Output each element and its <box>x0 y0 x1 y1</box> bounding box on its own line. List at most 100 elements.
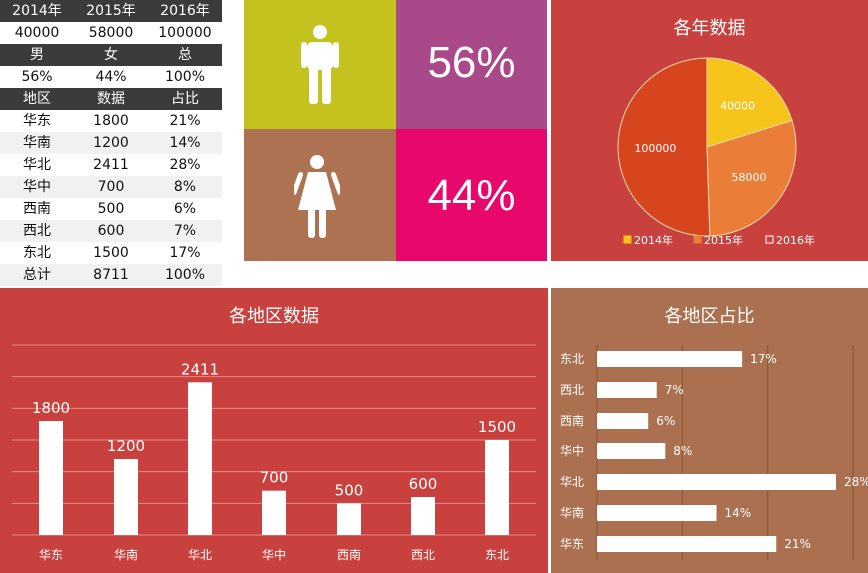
bar <box>39 421 63 535</box>
table-cell: 40000 <box>14 25 60 41</box>
bar-value-label: 1800 <box>32 399 70 417</box>
bar <box>411 497 435 535</box>
bar-category-label: 西北 <box>411 548 435 562</box>
pie-slice <box>617 57 711 237</box>
table-cell: 东北 <box>23 245 51 261</box>
bar <box>337 503 361 535</box>
legend-label: 2014年 <box>634 233 673 247</box>
table-cell: 华南 <box>23 135 51 151</box>
hbar-category-label: 华南 <box>560 505 584 520</box>
pie-slice <box>706 57 793 148</box>
pie-chart-title: 各年数据 <box>673 18 746 39</box>
pie-data-label: 58000 <box>732 171 767 184</box>
table-cell: 21% <box>169 113 201 129</box>
table-cell: 14% <box>169 135 201 151</box>
data-table: 2014年 2015年 2016年 40000 58000 100000 男 女 总 56% 44%… <box>0 0 222 286</box>
table-cell: 总计 <box>23 267 51 283</box>
bar-category-label: 东北 <box>485 548 509 562</box>
bar-value-label: 600 <box>409 475 438 493</box>
table-cell: 7% <box>173 223 197 239</box>
table-row: 华南 1200 14% <box>0 132 222 154</box>
male-person-icon <box>301 25 339 104</box>
table-cell: 华北 <box>23 157 51 173</box>
male-pct-tile: 56% <box>396 0 547 129</box>
hbar <box>597 413 649 429</box>
legend-swatch <box>693 235 702 244</box>
pie-data-label: 100000 <box>634 142 676 155</box>
table-cell: 女 <box>104 47 118 63</box>
pie-data-label: 40000 <box>720 99 755 112</box>
bar-category-label: 华北 <box>188 548 212 562</box>
bar-category-label: 华南 <box>114 547 138 562</box>
table-cell: 西北 <box>23 223 51 239</box>
table-row: 56% 44% 100% <box>0 66 222 88</box>
table-cell: 58000 <box>88 25 134 41</box>
female-icon-tile <box>244 129 396 261</box>
hbar-category-label: 华中 <box>560 443 584 458</box>
legend-swatch <box>623 235 632 244</box>
pie-chart-panel: 各年数据 40000 58000 100000 2014年 2015年 2016年 <box>551 0 868 261</box>
table-cell: 华东 <box>23 113 51 129</box>
legend-label: 2015年 <box>704 233 743 247</box>
table-row: 总计 8711 100% <box>0 264 222 286</box>
bar-value-label: 1200 <box>107 437 145 455</box>
table-row: 华北 2411 28% <box>0 154 222 176</box>
hbar-category-label: 西南 <box>560 413 584 428</box>
table-cell: 占比 <box>171 91 199 107</box>
bar <box>485 440 509 535</box>
bar <box>262 490 286 535</box>
table-cell: 地区 <box>23 91 51 107</box>
hbar-value-label: 28% <box>844 475 868 489</box>
bar-value-label: 1500 <box>478 418 516 436</box>
table-cell: 华中 <box>23 179 51 195</box>
table-cell: 8711 <box>93 267 129 283</box>
table-cell: 2411 <box>93 157 129 173</box>
hbar <box>597 382 657 398</box>
pie-slice <box>706 119 797 237</box>
female-person-icon <box>294 155 340 238</box>
bar <box>114 459 138 535</box>
hbar-value-label: 17% <box>750 352 777 366</box>
table-row: 西北 600 7% <box>0 220 222 242</box>
female-percentage: 44% <box>427 171 516 220</box>
hbar-category-label: 东北 <box>560 352 584 366</box>
table-cell: 2014年 <box>12 3 62 19</box>
share-chart-title: 各地区占比 <box>664 306 755 327</box>
table-header-row: 2014年 2015年 2016年 <box>0 0 222 22</box>
region-bar-chart: 1800 华东 1200 华南 2411 华北 700 华中 500 西南 600 西北 1500 东北 <box>12 344 536 562</box>
table-cell: 6% <box>173 201 197 217</box>
hbar-value-label: 6% <box>656 414 675 428</box>
table-cell: 2016年 <box>160 3 210 19</box>
hbar-value-label: 7% <box>665 383 684 397</box>
hbar-category-label: 西北 <box>560 383 584 397</box>
table-cell: 8% <box>173 179 197 195</box>
table-cell: 500 <box>97 201 125 217</box>
region-share-bar-chart: 东北 17% 西北 7% 西南 6% 华中 8% 华北 28% 华南 14% 华东 21% <box>560 345 868 560</box>
hbar-value-label: 21% <box>784 537 811 551</box>
table-cell: 1500 <box>93 245 129 261</box>
table-cell: 44% <box>95 69 127 85</box>
table-row: 华中 700 8% <box>0 176 222 198</box>
table-cell: 17% <box>169 245 201 261</box>
region-bar-chart-panel: 各地区数据 1800 华东 1200 华南 2411 华北 700 华中 500 西南 600 西北 1… <box>0 288 548 573</box>
table-cell: 男 <box>30 47 44 63</box>
bar-chart-title: 各地区数据 <box>229 306 319 327</box>
bar-value-label: 700 <box>260 469 289 487</box>
table-row: 西南 500 6% <box>0 198 222 220</box>
hbar-value-label: 14% <box>725 506 752 520</box>
table-row: 华东 1800 21% <box>0 110 222 132</box>
bar-value-label: 500 <box>335 481 364 499</box>
male-percentage: 56% <box>427 38 516 87</box>
legend-swatch <box>765 235 774 244</box>
table-cell: 100000 <box>158 25 212 41</box>
hbar-value-label: 8% <box>673 444 692 458</box>
table-cell: 100% <box>164 69 206 85</box>
bar <box>188 382 212 535</box>
table-cell: 100% <box>164 267 206 283</box>
table-header-row: 男女总 <box>0 44 222 66</box>
pie-chart: 40000 58000 100000 2014年 2015年 2016年 <box>617 57 815 247</box>
table-header-row: 地区 数据 占比 <box>0 88 222 110</box>
table-cell: 数据 <box>97 91 125 107</box>
hbar <box>597 536 777 552</box>
region-share-chart-panel: 各地区占比 东北 17% 西北 7% 西南 6% 华中 8% 华北 28% 华南 14% 华东 21% <box>551 288 868 573</box>
